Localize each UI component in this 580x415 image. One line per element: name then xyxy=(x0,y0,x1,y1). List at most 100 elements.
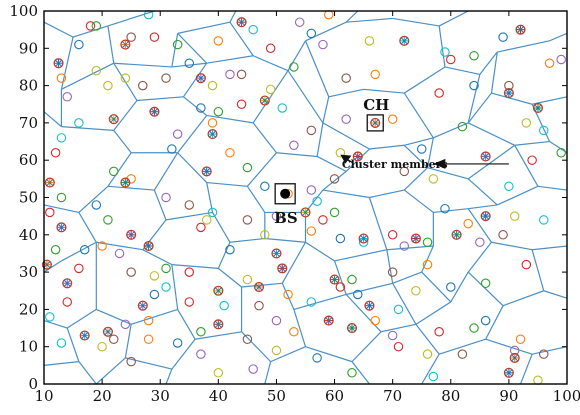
cell-edge xyxy=(403,167,428,191)
member-node xyxy=(341,114,351,124)
cell-edge xyxy=(142,249,173,266)
cell-edge xyxy=(491,92,533,105)
cell-edge xyxy=(467,178,498,206)
member-node xyxy=(196,222,206,233)
cell-edge xyxy=(136,96,184,102)
cell-edge xyxy=(43,21,74,38)
cell-edge xyxy=(177,152,208,183)
cell-edge xyxy=(252,122,277,154)
y-tick-label: 70 xyxy=(19,114,38,132)
cell-edge xyxy=(537,185,568,191)
voronoi-cell-edges xyxy=(43,10,568,385)
member-node xyxy=(236,99,247,110)
cell-edge xyxy=(287,40,307,71)
member-node xyxy=(91,200,102,210)
cell-edge xyxy=(334,249,387,262)
member-node xyxy=(422,237,433,248)
cell-edge xyxy=(450,271,469,303)
cell-edge xyxy=(107,185,155,191)
y-tick-label: 100 xyxy=(9,2,38,20)
cell-edge xyxy=(252,55,289,72)
member-node xyxy=(225,244,235,255)
cell-edge xyxy=(276,152,318,158)
cell-edge xyxy=(171,338,196,370)
member-node xyxy=(480,315,491,326)
cluster-head-node xyxy=(399,35,410,46)
cell-edge xyxy=(43,111,62,128)
ch-marker-box xyxy=(366,114,384,132)
ch-label: CH xyxy=(363,96,389,114)
cluster-head-node xyxy=(370,117,381,128)
cell-edge xyxy=(183,96,208,116)
cell-edge xyxy=(392,17,440,27)
y-tick-label: 0 xyxy=(28,375,38,393)
cell-edge xyxy=(380,323,417,333)
cell-edge xyxy=(322,189,370,199)
cell-edge xyxy=(491,241,533,251)
cell-edge xyxy=(229,21,254,57)
cell-edge xyxy=(287,70,324,124)
cell-edge xyxy=(467,144,516,180)
cell-edge xyxy=(305,346,353,363)
cell-edge xyxy=(194,331,242,340)
member-node xyxy=(533,375,543,386)
member-node xyxy=(172,39,183,50)
cell-edge xyxy=(392,271,422,284)
member-node xyxy=(475,237,485,248)
member-node xyxy=(103,215,113,225)
cell-edge xyxy=(467,271,504,307)
member-node xyxy=(387,114,398,124)
cell-edge xyxy=(549,32,568,42)
cell-edge xyxy=(467,241,492,273)
cell-edge xyxy=(531,249,545,291)
cell-edge xyxy=(153,152,179,191)
cell-edge xyxy=(368,197,388,250)
cell-edge xyxy=(142,219,167,251)
cell-edge xyxy=(514,144,539,187)
cluster-head-node xyxy=(329,274,340,285)
member-node xyxy=(62,92,72,102)
cluster-head-nodes xyxy=(41,17,543,378)
y-tick-label: 20 xyxy=(19,300,38,318)
member-node xyxy=(91,65,102,76)
cluster-head-node xyxy=(143,240,154,252)
cell-edge xyxy=(351,361,370,385)
member-node xyxy=(114,248,125,259)
member-node xyxy=(56,133,67,143)
cell-edge xyxy=(421,353,440,385)
member-node xyxy=(457,349,468,359)
member-node xyxy=(335,282,346,292)
cell-edge xyxy=(467,208,492,243)
y-tick-label: 80 xyxy=(19,77,38,95)
member-node xyxy=(271,315,282,326)
member-node xyxy=(306,185,317,195)
member-node xyxy=(335,233,346,244)
cell-edge xyxy=(346,17,393,23)
member-node xyxy=(329,174,340,184)
cell-edge xyxy=(107,10,155,27)
member-node xyxy=(242,274,253,285)
cluster-head-node xyxy=(207,129,218,140)
member-node xyxy=(45,312,55,322)
member-node xyxy=(184,297,195,307)
member-node xyxy=(521,118,532,128)
member-node xyxy=(422,349,433,359)
cluster-head-node xyxy=(451,229,462,240)
cluster-head-node xyxy=(271,248,282,259)
cell-edge xyxy=(78,185,109,213)
base-station-marker xyxy=(280,188,291,199)
cell-edge xyxy=(177,21,231,34)
member-node xyxy=(289,140,299,151)
cell-edge xyxy=(392,282,417,325)
member-node xyxy=(446,282,456,292)
annotations: CH BS Cluster members xyxy=(274,96,509,227)
cell-edge xyxy=(171,264,219,269)
cell-edge xyxy=(171,62,207,68)
member-node xyxy=(126,267,136,277)
cell-edge xyxy=(72,25,109,38)
member-node xyxy=(74,39,84,50)
cluster-head-node xyxy=(201,166,212,177)
member-node xyxy=(329,207,340,218)
cell-edge xyxy=(519,353,533,385)
member-node xyxy=(85,21,96,31)
